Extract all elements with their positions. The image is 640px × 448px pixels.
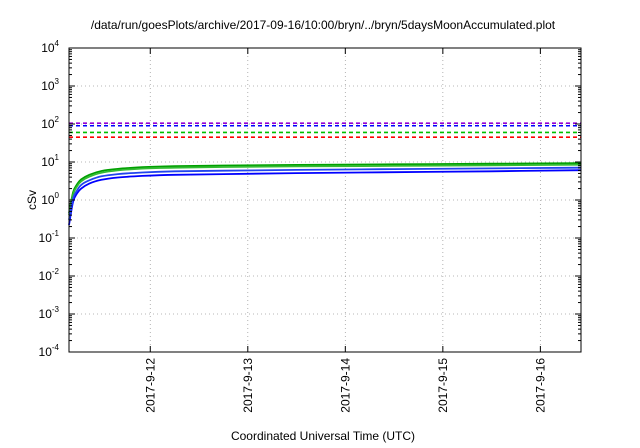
x-tick-label: 2017-9-15 xyxy=(436,358,450,413)
y-tick-label: 10-4 xyxy=(39,343,60,359)
x-tick-label: 2017-9-14 xyxy=(338,358,352,413)
series-line xyxy=(68,162,582,214)
series-line xyxy=(68,166,582,221)
x-tick-label: 2017-9-12 xyxy=(143,358,157,413)
y-axis-label: cSv xyxy=(25,190,39,210)
x-tick-label: 2017-9-13 xyxy=(241,358,255,413)
x-axis-label: Coordinated Universal Time (UTC) xyxy=(231,429,415,443)
x-tick-label: 2017-9-16 xyxy=(533,358,547,413)
y-tick-label: 10-1 xyxy=(39,229,60,245)
series-line xyxy=(68,163,582,216)
y-tick-label: 100 xyxy=(41,191,59,207)
y-tick-label: 103 xyxy=(41,77,59,93)
y-tick-label: 10-2 xyxy=(39,267,60,283)
y-tick-label: 101 xyxy=(41,153,59,169)
chart-title: /data/run/goesPlots/archive/2017-09-16/1… xyxy=(91,18,556,32)
y-tick-label: 10-3 xyxy=(39,305,60,321)
y-tick-label: 102 xyxy=(41,115,59,131)
series-line xyxy=(68,169,582,226)
y-tick-label: 104 xyxy=(41,39,59,55)
